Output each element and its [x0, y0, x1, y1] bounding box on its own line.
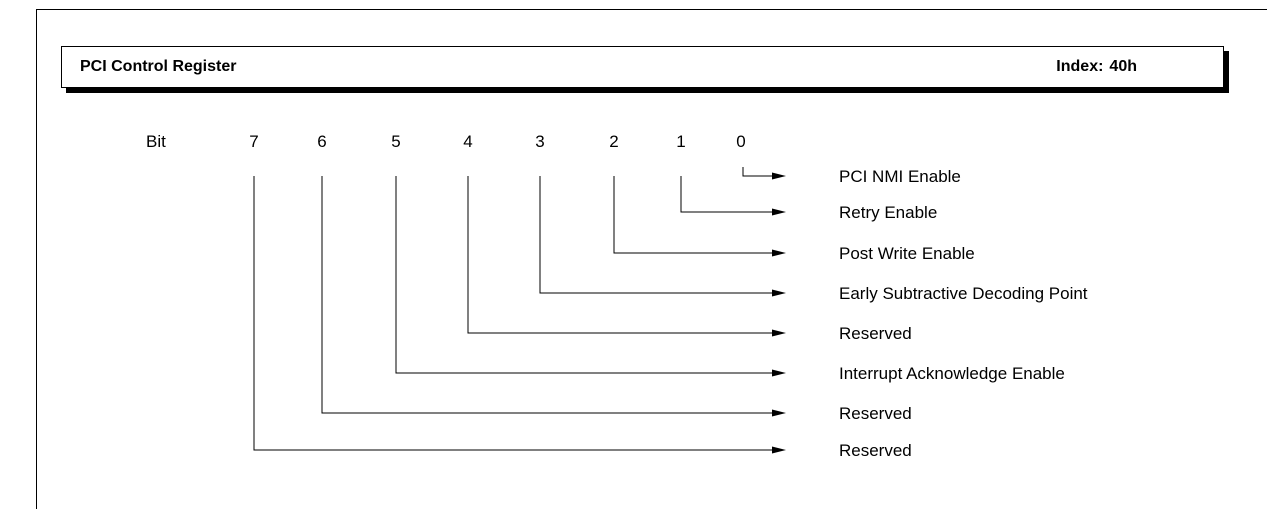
- bit-4-description: Reserved: [839, 324, 912, 343]
- bit-2-arrowhead: [772, 249, 786, 257]
- bit-2-description: Post Write Enable: [839, 244, 975, 263]
- bit-number-6: 6: [317, 132, 326, 151]
- bit-1-leader-line: [680, 176, 774, 213]
- bit-5-description: Interrupt Acknowledge Enable: [839, 364, 1065, 383]
- bit-7-leader-line: [253, 176, 774, 451]
- bit-axis-label: Bit: [146, 132, 166, 151]
- register-title: PCI Control Register: [80, 58, 237, 75]
- bit-2-leader-line: [613, 176, 774, 254]
- bit-number-5: 5: [391, 132, 400, 151]
- bit-3-leader-line: [539, 176, 774, 294]
- bit-1-description: Retry Enable: [839, 203, 937, 222]
- page-frame: [36, 9, 1267, 509]
- bit-1-arrowhead: [772, 208, 786, 216]
- bit-7-arrowhead: [772, 446, 786, 454]
- register-header: PCI Control Register Index: 40h: [61, 46, 1224, 88]
- bit-field-diagram: Bit 7 6 5 4 3 2 1 0 Reserved Reserved Interrupt A…: [146, 132, 1088, 460]
- bit-6-description: Reserved: [839, 404, 912, 423]
- bit-0-leader-line: [742, 167, 774, 177]
- bit-number-1: 1: [676, 132, 685, 151]
- bit-number-4: 4: [463, 132, 472, 151]
- bit-leaders: [253, 167, 786, 454]
- bit-4-arrowhead: [772, 329, 786, 337]
- bit-5-leader-line: [395, 176, 774, 374]
- index-label: Index:: [1056, 58, 1104, 75]
- bit-6-arrowhead: [772, 409, 786, 417]
- bit-number-0: 0: [736, 132, 745, 151]
- bit-3-description: Early Subtractive Decoding Point: [839, 284, 1088, 303]
- bit-descriptions: Reserved Reserved Interrupt Acknowledge En…: [839, 167, 1088, 460]
- bit-number-2: 2: [609, 132, 618, 151]
- bit-4-leader-line: [467, 176, 774, 334]
- bit-3-arrowhead: [772, 289, 786, 297]
- bit-0-arrowhead: [772, 172, 786, 180]
- bit-7-description: Reserved: [839, 441, 912, 460]
- bit-number-3: 3: [535, 132, 544, 151]
- bit-6-leader-line: [321, 176, 774, 414]
- register-index: Index: 40h: [1056, 58, 1137, 76]
- bit-number-7: 7: [249, 132, 258, 151]
- bit-0-description: PCI NMI Enable: [839, 167, 961, 186]
- bit-numbers: 7 6 5 4 3 2 1 0: [249, 132, 745, 151]
- bit-5-arrowhead: [772, 369, 786, 377]
- index-value: 40h: [1109, 58, 1137, 75]
